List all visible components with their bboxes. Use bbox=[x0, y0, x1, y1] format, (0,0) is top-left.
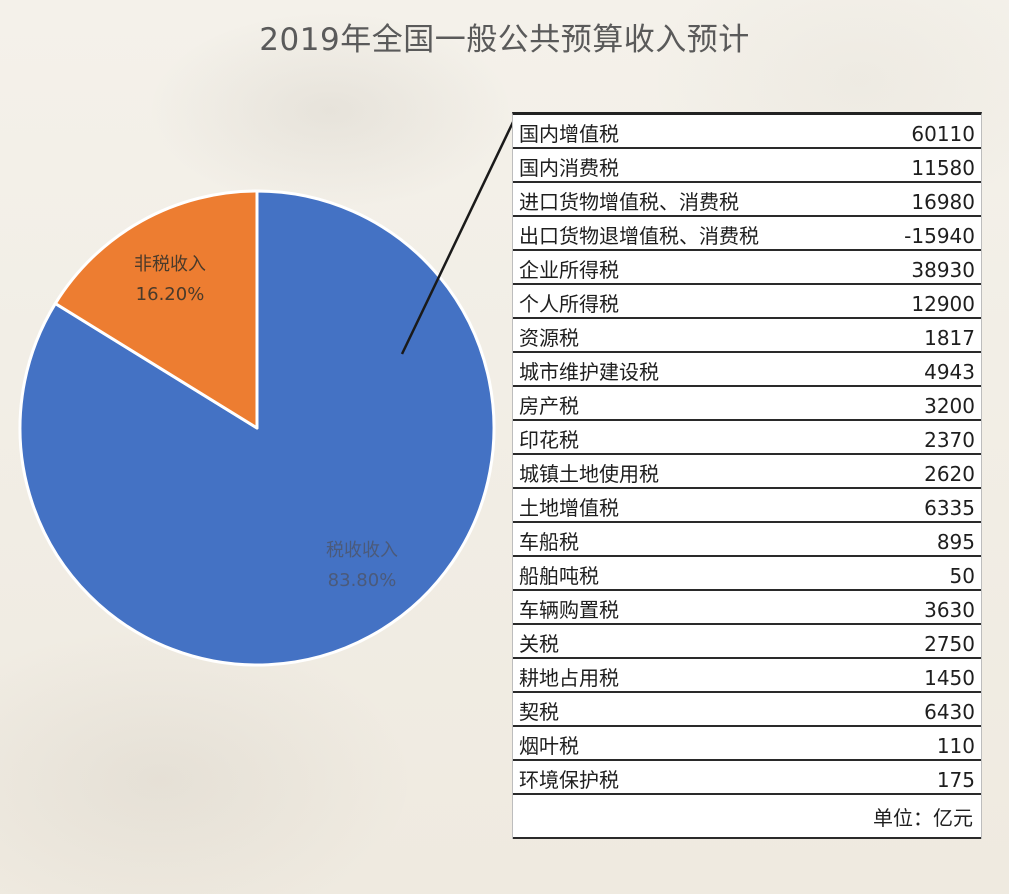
slice-percent-label: 83.80% bbox=[328, 570, 397, 591]
slice-label: 税收收入 bbox=[326, 540, 398, 561]
tax-item-value: 6430 bbox=[924, 700, 975, 724]
slice-percent-label: 16.20% bbox=[136, 284, 205, 305]
tax-item-name: 车辆购置税 bbox=[519, 598, 619, 622]
table-row: 烟叶税 110 bbox=[513, 727, 981, 761]
tax-item-value: 175 bbox=[936, 768, 975, 792]
tax-item-value: 895 bbox=[936, 530, 975, 554]
tax-item-name: 关税 bbox=[519, 632, 559, 656]
tax-item-name: 土地增值税 bbox=[519, 496, 619, 520]
tax-item-value: 2370 bbox=[924, 428, 975, 452]
table-row: 船舶吨税 50 bbox=[513, 557, 981, 591]
tax-item-name: 房产税 bbox=[519, 394, 579, 418]
tax-item-value: 16980 bbox=[911, 190, 975, 214]
tax-item-name: 环境保护税 bbox=[519, 768, 619, 792]
tax-item-name: 城镇土地使用税 bbox=[519, 462, 659, 486]
tax-item-name: 个人所得税 bbox=[519, 292, 619, 316]
unit-label: 单位：亿元 bbox=[513, 795, 981, 839]
tax-item-value: 60110 bbox=[911, 122, 975, 146]
table-row: 个人所得税 12900 bbox=[513, 285, 981, 319]
tax-item-name: 资源税 bbox=[519, 326, 579, 350]
tax-item-name: 出口货物退增值税、消费税 bbox=[519, 224, 759, 248]
table-row: 印花税 2370 bbox=[513, 421, 981, 455]
tax-item-value: 50 bbox=[949, 564, 975, 588]
table-row: 国内增值税 60110 bbox=[513, 115, 981, 149]
tax-item-value: 4943 bbox=[924, 360, 975, 384]
tax-item-value: 12900 bbox=[911, 292, 975, 316]
tax-item-name: 船舶吨税 bbox=[519, 564, 599, 588]
tax-item-value: 11580 bbox=[911, 156, 975, 180]
table-row: 契税 6430 bbox=[513, 693, 981, 727]
tax-item-value: 1817 bbox=[924, 326, 975, 350]
leader-line bbox=[400, 119, 516, 355]
table-row: 城镇土地使用税 2620 bbox=[513, 455, 981, 489]
tax-item-name: 车船税 bbox=[519, 530, 579, 554]
tax-item-value: 3630 bbox=[924, 598, 975, 622]
table-row: 车船税 895 bbox=[513, 523, 981, 557]
tax-item-name: 印花税 bbox=[519, 428, 579, 452]
tax-item-value: -15940 bbox=[904, 224, 975, 248]
table-row: 土地增值税 6335 bbox=[513, 489, 981, 523]
table-row: 出口货物退增值税、消费税 -15940 bbox=[513, 217, 981, 251]
tax-item-name: 耕地占用税 bbox=[519, 666, 619, 690]
table-row: 进口货物增值税、消费税 16980 bbox=[513, 183, 981, 217]
tax-breakdown-table: 国内增值税 60110 国内消费税 11580 进口货物增值税、消费税 16980 出口货物… bbox=[512, 112, 982, 839]
table-row: 耕地占用税 1450 bbox=[513, 659, 981, 693]
tax-item-value: 2620 bbox=[924, 462, 975, 486]
table-row: 企业所得税 38930 bbox=[513, 251, 981, 285]
tax-item-name: 进口货物增值税、消费税 bbox=[519, 190, 739, 214]
tax-item-name: 城市维护建设税 bbox=[519, 360, 659, 384]
tax-item-value: 38930 bbox=[911, 258, 975, 282]
table-row: 关税 2750 bbox=[513, 625, 981, 659]
table-row: 资源税 1817 bbox=[513, 319, 981, 353]
table-row: 房产税 3200 bbox=[513, 387, 981, 421]
tax-item-name: 企业所得税 bbox=[519, 258, 619, 282]
tax-item-value: 2750 bbox=[924, 632, 975, 656]
table-row: 车辆购置税 3630 bbox=[513, 591, 981, 625]
slice-label: 非税收入 bbox=[134, 254, 206, 275]
tax-item-name: 烟叶税 bbox=[519, 734, 579, 758]
tax-item-name: 契税 bbox=[519, 700, 559, 724]
tax-item-name: 国内增值税 bbox=[519, 122, 619, 146]
table-row: 城市维护建设税 4943 bbox=[513, 353, 981, 387]
pie-slice-non-tax-revenue bbox=[53, 189, 259, 430]
tax-item-name: 国内消费税 bbox=[519, 156, 619, 180]
tax-item-value: 1450 bbox=[924, 666, 975, 690]
chart-title: 2019年全国一般公共预算收入预计 bbox=[259, 22, 750, 58]
tax-item-value: 110 bbox=[936, 734, 975, 758]
tax-item-value: 3200 bbox=[924, 394, 975, 418]
tax-item-value: 6335 bbox=[924, 496, 975, 520]
table-row: 环境保护税 175 bbox=[513, 761, 981, 795]
table-row: 国内消费税 11580 bbox=[513, 149, 981, 183]
